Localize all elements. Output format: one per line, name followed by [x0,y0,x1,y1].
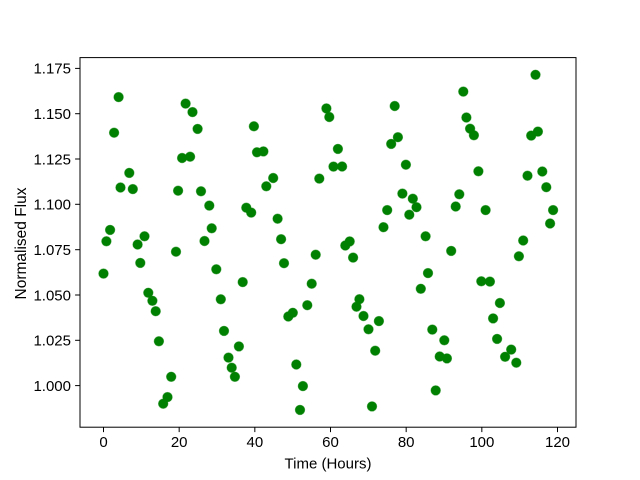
svg-text:1.175: 1.175 [33,61,71,78]
svg-text:0: 0 [99,434,107,451]
svg-text:Time (Hours): Time (Hours) [285,455,372,472]
svg-text:1.125: 1.125 [33,151,71,168]
svg-text:1.000: 1.000 [33,378,71,395]
svg-text:20: 20 [171,434,188,451]
svg-text:80: 80 [398,434,415,451]
svg-text:60: 60 [322,434,339,451]
svg-text:40: 40 [246,434,263,451]
svg-text:100: 100 [469,434,494,451]
svg-text:1.050: 1.050 [33,287,71,304]
svg-text:Normalised Flux: Normalised Flux [13,187,30,299]
svg-text:1.025: 1.025 [33,333,71,350]
svg-text:1.075: 1.075 [33,242,71,259]
svg-text:120: 120 [545,434,570,451]
svg-text:1.100: 1.100 [33,197,71,214]
svg-text:1.150: 1.150 [33,106,71,123]
